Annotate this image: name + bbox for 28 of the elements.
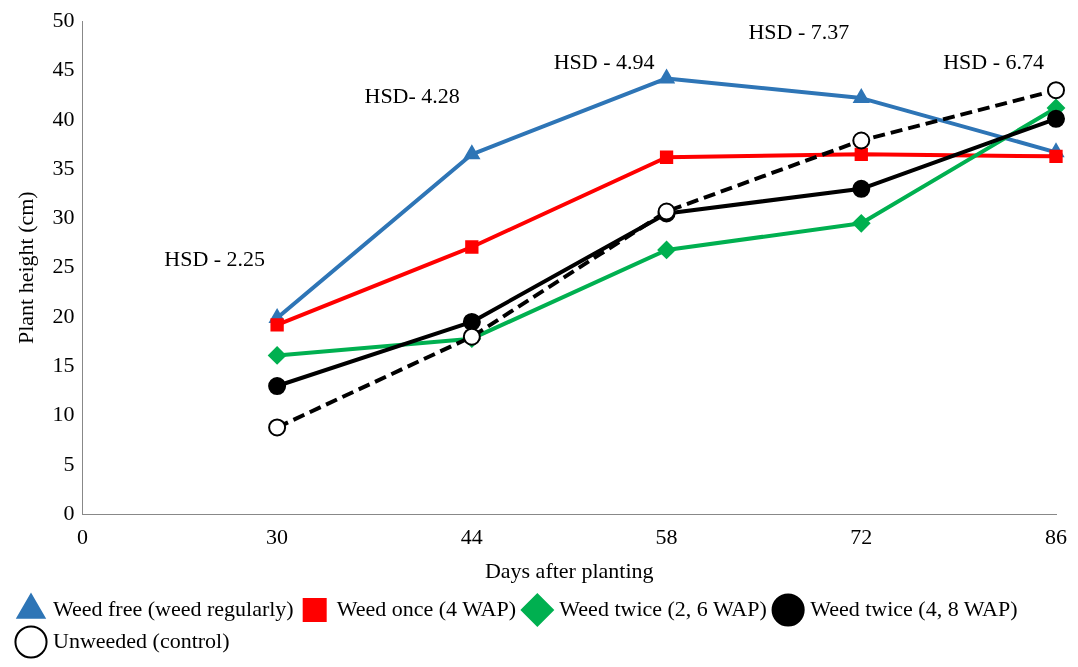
- y-tick-label: 50: [52, 6, 75, 32]
- annotation: HSD- 4.28: [364, 83, 460, 109]
- legend-label: Weed twice (2, 6 WAP): [559, 595, 767, 621]
- annotation: HSD - 6.74: [943, 48, 1044, 74]
- y-tick-label: 15: [52, 352, 75, 378]
- y-tick-label: 40: [52, 105, 75, 131]
- x-tick-label: 86: [1045, 524, 1067, 550]
- y-tick-label: 5: [63, 450, 75, 476]
- annotation: HSD - 2.25: [164, 245, 266, 271]
- legend-label: Weed free (weed regularly): [53, 595, 294, 621]
- legend-label: Unweeded (control): [53, 627, 230, 653]
- y-tick-label: 10: [52, 401, 75, 427]
- x-tick-label: 72: [850, 524, 873, 550]
- y-tick-label: 0: [63, 499, 75, 525]
- y-tick-label: 30: [52, 204, 75, 230]
- y-tick-label: 35: [52, 154, 75, 180]
- annotation: HSD - 4.94: [553, 48, 655, 74]
- y-tick-label: 45: [52, 56, 75, 82]
- legend-label: Weed once (4 WAP): [336, 595, 516, 621]
- x-axis-title: Days after planting: [484, 557, 654, 583]
- y-tick-label: 25: [52, 253, 75, 279]
- y-axis-title: Plant height (cm): [12, 191, 38, 345]
- x-tick-label: 30: [266, 524, 289, 550]
- legend-label: Weed twice (4, 8 WAP): [810, 595, 1018, 621]
- annotation: HSD - 7.37: [748, 18, 850, 44]
- x-tick-label: 44: [460, 524, 483, 550]
- x-tick-label: 58: [655, 524, 678, 550]
- y-tick-label: 20: [52, 302, 75, 328]
